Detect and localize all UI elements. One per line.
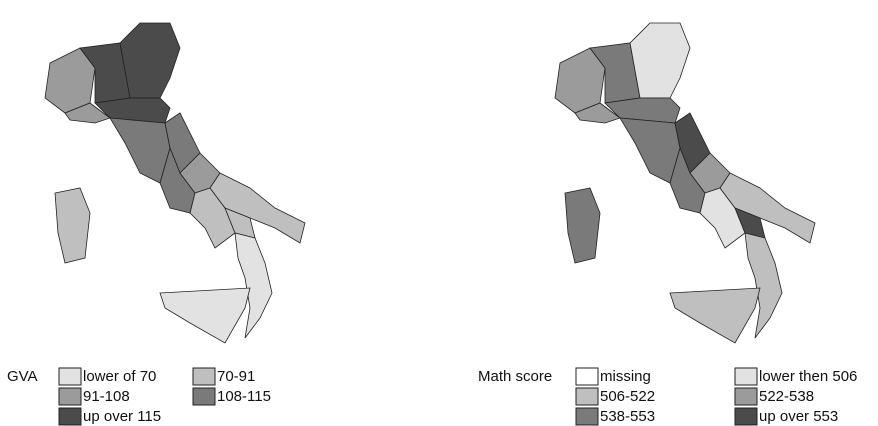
region [629,22,691,99]
legend-swatch [58,367,82,386]
region [64,102,111,124]
region [669,287,761,344]
legend-label: 108-115 [217,388,271,405]
map [44,22,306,344]
legend-label: 538-553 [600,408,655,425]
legend-label: 506-522 [600,388,655,405]
legend-label: 70-91 [217,368,255,385]
region [119,22,181,99]
map [554,22,816,344]
legend-swatch [734,407,758,426]
legend-label: up over 115 [83,408,161,425]
legend-swatch [734,367,758,386]
legend-label: 91-108 [83,388,130,405]
legend-swatch [192,387,216,406]
legend-label: lower then 506 [759,368,857,385]
legend-swatch [575,367,599,386]
region [109,117,171,184]
legend-swatch [192,367,216,386]
legend-title: GVA [7,368,38,385]
legend-swatch [575,407,599,426]
legend-swatch [734,387,758,406]
region [54,187,91,264]
region [619,117,681,184]
legend-swatch [58,407,82,426]
legend-swatch [58,387,82,406]
region [574,102,621,124]
region [159,287,251,344]
legend-label: lower of 70 [83,368,156,385]
legend-label: missing [600,368,651,385]
region [234,232,273,339]
legend-label: up over 553 [759,408,838,425]
region [744,232,783,339]
legend-label: 522-538 [759,388,814,405]
legend-title: Math score [478,368,552,385]
legend-swatch [575,387,599,406]
region [564,187,601,264]
